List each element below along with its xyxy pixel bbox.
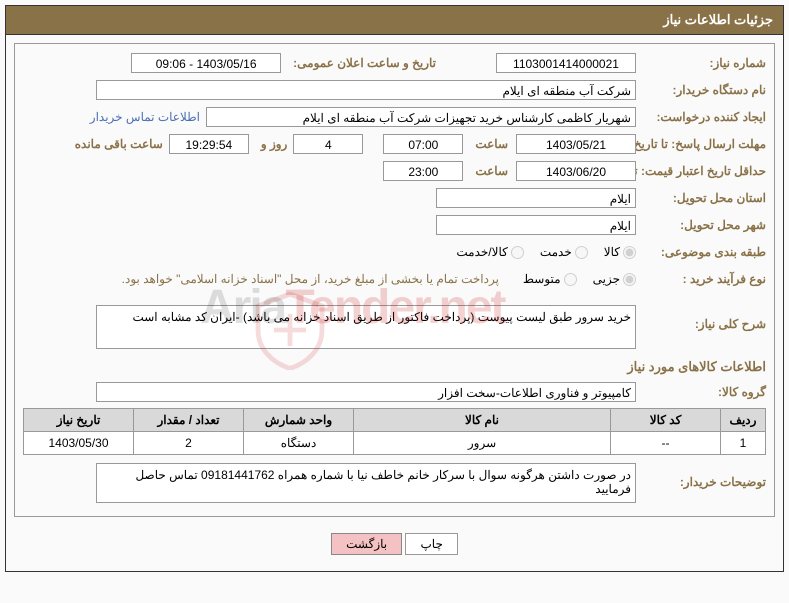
- th-date: تاریخ نیاز: [24, 409, 134, 432]
- radio-medium-label: متوسط: [523, 272, 561, 286]
- notes-text: [96, 463, 636, 503]
- days-remaining: 4: [293, 134, 363, 154]
- panel-header: جزئیات اطلاعات نیاز: [6, 6, 783, 35]
- summary-text: [96, 305, 636, 349]
- th-unit: واحد شمارش: [244, 409, 354, 432]
- radio-service[interactable]: خدمت: [540, 245, 588, 259]
- validity-label: حداقل تاریخ اعتبار قیمت: تا تاریخ:: [636, 164, 766, 178]
- radio-partial-label: جزیی: [593, 272, 620, 286]
- radio-goods[interactable]: کالا: [604, 245, 636, 259]
- goods-info-heading: اطلاعات کالاهای مورد نیاز: [23, 359, 766, 375]
- td-row: 1: [721, 432, 766, 455]
- summary-label: شرح کلی نیاز:: [636, 305, 766, 331]
- th-row: ردیف: [721, 409, 766, 432]
- city-label: شهر محل تحویل:: [636, 218, 766, 232]
- contact-link[interactable]: اطلاعات تماس خریدار: [90, 110, 200, 124]
- requester-label: ایجاد کننده درخواست:: [636, 110, 766, 124]
- goods-table: ردیف کد کالا نام کالا واحد شمارش تعداد /…: [23, 408, 766, 455]
- buyer-org-label: نام دستگاه خریدار:: [636, 83, 766, 97]
- time-label-1: ساعت: [469, 137, 508, 151]
- details-panel: شماره نیاز: 1103001414000021 تاریخ و ساع…: [14, 43, 775, 517]
- deadline-date: 1403/05/21: [516, 134, 636, 154]
- print-button[interactable]: چاپ: [405, 533, 457, 555]
- td-name: سرور: [354, 432, 611, 455]
- requester: شهریار کاظمی کارشناس خرید تجهیزات شرکت آ…: [206, 107, 636, 127]
- process-note: پرداخت تمام یا بخشی از مبلغ خرید، از محل…: [116, 272, 499, 286]
- radio-service-label: خدمت: [540, 245, 572, 259]
- time-label-2: ساعت: [469, 164, 508, 178]
- process-label: نوع فرآیند خرید :: [636, 272, 766, 286]
- radio-goods-label: کالا: [604, 245, 620, 259]
- time-remaining: 19:29:54: [169, 134, 249, 154]
- province-label: استان محل تحویل:: [636, 191, 766, 205]
- th-name: نام کالا: [354, 409, 611, 432]
- th-code: کد کالا: [611, 409, 721, 432]
- td-qty: 2: [134, 432, 244, 455]
- td-unit: دستگاه: [244, 432, 354, 455]
- notes-label: توضیحات خریدار:: [636, 463, 766, 489]
- group: کامپیوتر و فناوری اطلاعات-سخت افزار: [96, 382, 636, 402]
- category-label: طبقه بندی موضوعی:: [636, 245, 766, 259]
- deadline-label: مهلت ارسال پاسخ: تا تاریخ:: [636, 137, 766, 151]
- td-date: 1403/05/30: [24, 432, 134, 455]
- need-number-label: شماره نیاز:: [636, 56, 766, 70]
- radio-medium[interactable]: متوسط: [523, 272, 577, 286]
- announce-value: 1403/05/16 - 09:06: [131, 53, 281, 73]
- table-row: 1 -- سرور دستگاه 2 1403/05/30: [24, 432, 766, 455]
- group-label: گروه کالا:: [636, 385, 766, 399]
- buyer-org: شرکت آب منطقه ای ایلام: [96, 80, 636, 100]
- radio-goods-service[interactable]: کالا/خدمت: [456, 245, 523, 259]
- remaining-label: ساعت باقی مانده: [69, 137, 163, 151]
- radio-partial[interactable]: جزیی: [593, 272, 636, 286]
- td-code: --: [611, 432, 721, 455]
- th-qty: تعداد / مقدار: [134, 409, 244, 432]
- announce-label: تاریخ و ساعت اعلان عمومی:: [287, 56, 436, 70]
- back-button[interactable]: بازگشت: [331, 533, 402, 555]
- city: ایلام: [436, 215, 636, 235]
- radio-goods-service-label: کالا/خدمت: [456, 245, 507, 259]
- validity-date: 1403/06/20: [516, 161, 636, 181]
- need-number: 1103001414000021: [496, 53, 636, 73]
- days-and-label: روز و: [255, 137, 288, 151]
- deadline-time: 07:00: [383, 134, 463, 154]
- validity-time: 23:00: [383, 161, 463, 181]
- province: ایلام: [436, 188, 636, 208]
